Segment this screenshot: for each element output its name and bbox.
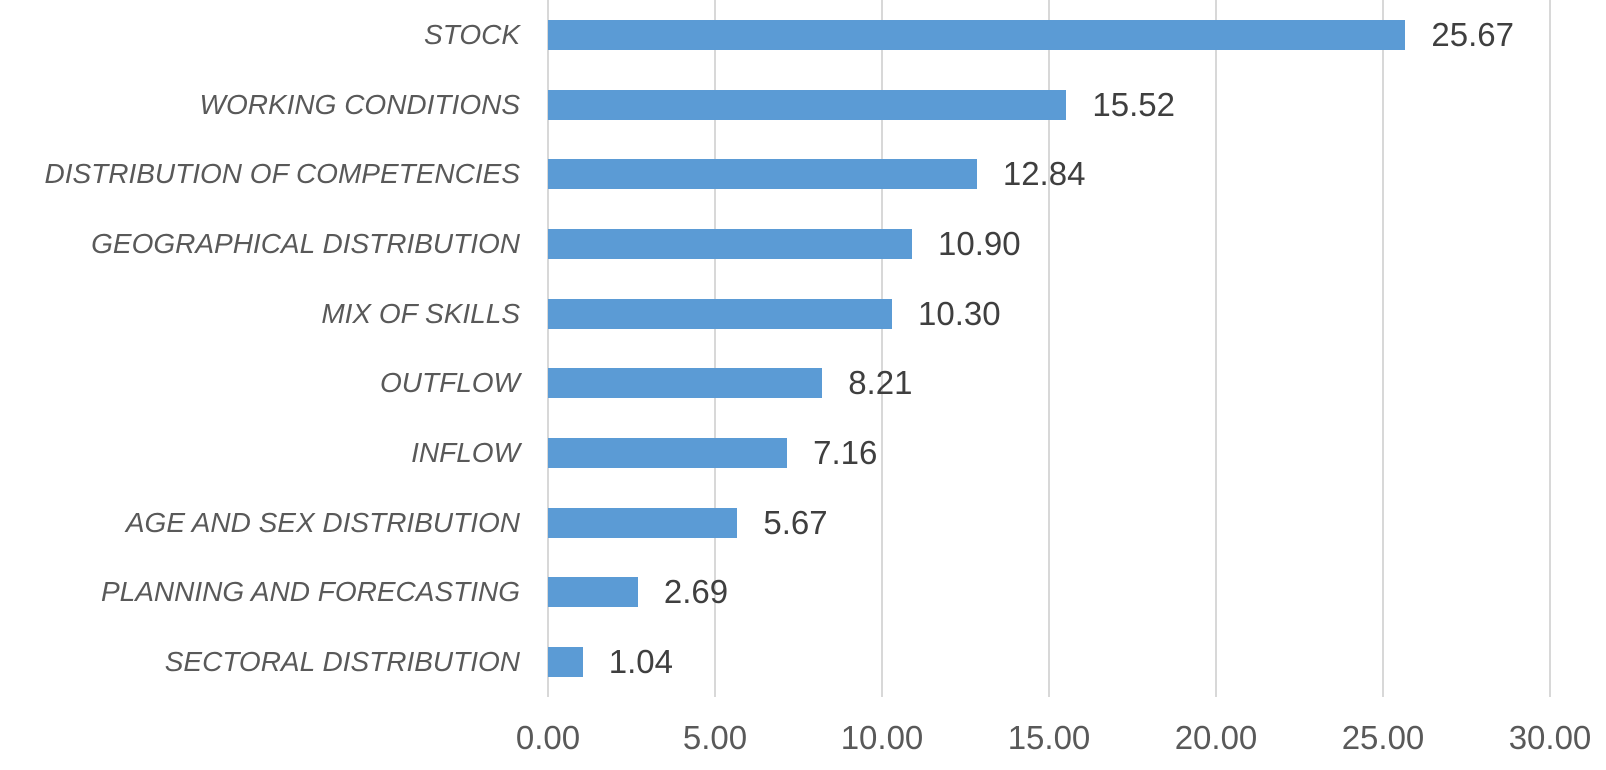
- bar-rows: STOCK 25.67 WORKING CONDITIONS 15.52 DISTRIB…: [0, 0, 1606, 697]
- table-row: WORKING CONDITIONS 15.52: [0, 70, 1606, 140]
- gridline-x-10: [881, 0, 883, 697]
- bar: [548, 89, 1067, 120]
- value-label: 5.67: [763, 503, 828, 541]
- bar: [548, 647, 583, 678]
- bar: [548, 577, 638, 608]
- category-label: OUTFLOW: [380, 367, 520, 399]
- table-row: INFLOW 7.16: [0, 418, 1606, 488]
- table-row: STOCK 25.67: [0, 0, 1606, 70]
- gridline-x-5: [714, 0, 716, 697]
- x-axis-tick-label: 15.00: [1007, 719, 1091, 756]
- category-label: MIX OF SKILLS: [321, 297, 520, 329]
- bar: [548, 298, 893, 329]
- x-axis-tick-label: 5.00: [682, 719, 748, 756]
- category-label: SECTORAL DISTRIBUTION: [164, 646, 520, 678]
- plot-area: STOCK 25.67 WORKING CONDITIONS 15.52 DISTRIB…: [0, 0, 1606, 697]
- x-axis-tick-label: 10.00: [840, 719, 924, 756]
- value-label: 10.90: [938, 224, 1021, 262]
- bar-track: 10.30: [536, 295, 1606, 332]
- x-axis-tick-label: 25.00: [1341, 719, 1425, 756]
- gridlines: [547, 0, 1551, 697]
- bar-track: 12.84: [536, 155, 1606, 192]
- category-label: AGE AND SEX DISTRIBUTION: [125, 506, 520, 538]
- value-label: 10.30: [918, 294, 1001, 332]
- value-label: 25.67: [1431, 15, 1514, 53]
- category-label: WORKING CONDITIONS: [199, 88, 520, 120]
- category-label: STOCK: [424, 18, 520, 50]
- bar: [548, 19, 1406, 50]
- bar-track: 15.52: [536, 86, 1606, 123]
- x-axis-tick-label: 0.00: [515, 719, 581, 756]
- table-row: MIX OF SKILLS 10.30: [0, 279, 1606, 349]
- bar: [548, 159, 977, 190]
- value-label: 12.84: [1002, 155, 1086, 193]
- bar-track: 25.67: [536, 16, 1606, 53]
- table-row: SECTORAL DISTRIBUTION 1.04: [0, 627, 1606, 697]
- value-label: 7.16: [813, 434, 878, 472]
- x-axis: 0.00 5.00 10.00 15.00 20.00 25.00 30.00: [0, 697, 1606, 770]
- value-label: 1.04: [608, 643, 673, 681]
- table-row: OUTFLOW 8.21: [0, 349, 1606, 419]
- bar-track: 8.21: [536, 364, 1606, 401]
- value-label: 8.21: [848, 364, 913, 402]
- bar: [548, 507, 738, 538]
- category-label: DISTRIBUTION OF COMPETENCIES: [44, 158, 520, 190]
- bar-track: 2.69: [536, 573, 1606, 610]
- gridline-x-15: [1048, 0, 1050, 697]
- table-row: PLANNING AND FORECASTING 2.69: [0, 558, 1606, 628]
- category-label: GEOGRAPHICAL DISTRIBUTION: [91, 227, 520, 259]
- table-row: AGE AND SEX DISTRIBUTION 5.67: [0, 488, 1606, 558]
- table-row: DISTRIBUTION OF COMPETENCIES 12.84: [0, 139, 1606, 209]
- value-label: 2.69: [663, 573, 729, 611]
- gridline-x-30: [1549, 0, 1551, 697]
- bar: [548, 228, 913, 259]
- bar-track: 5.67: [536, 504, 1606, 541]
- value-label: 15.52: [1092, 85, 1175, 123]
- x-axis-tick-label: 20.00: [1174, 719, 1258, 756]
- x-axis-tick-label: 30.00: [1508, 719, 1592, 756]
- gridline-x-20: [1215, 0, 1217, 697]
- bar-track: 7.16: [536, 434, 1606, 471]
- category-label: INFLOW: [411, 437, 520, 469]
- category-label: PLANNING AND FORECASTING: [100, 576, 520, 608]
- bar-track: 1.04: [536, 643, 1606, 680]
- bar-track: 10.90: [536, 225, 1606, 262]
- bar: [548, 438, 788, 469]
- table-row: GEOGRAPHICAL DISTRIBUTION 10.90: [0, 209, 1606, 279]
- bar: [548, 368, 823, 399]
- gridline-x-25: [1382, 0, 1384, 697]
- gridline-x-0: [547, 0, 549, 697]
